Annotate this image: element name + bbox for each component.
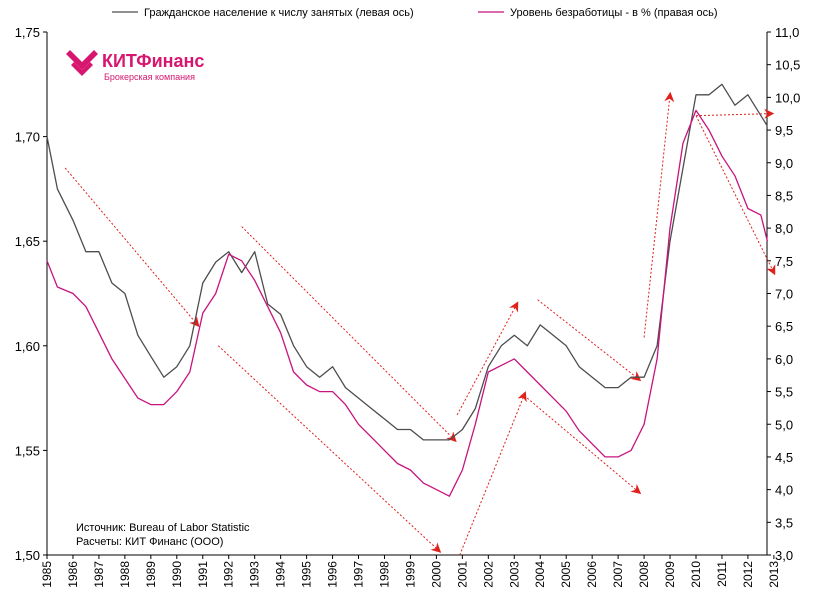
series-line-participation	[46, 83, 768, 441]
x-tick-label: 2001	[455, 561, 469, 588]
trend-arrow	[537, 299, 642, 382]
x-tick-label: 2000	[429, 561, 443, 588]
y-right-tick-label: 7,0	[775, 287, 793, 302]
y-right-ticks: 3,0 3,5 4,0 4,5 5,0 5,5 6,0 6,5 7,0 7,5 8,0 8,5 9,0 9…	[767, 25, 800, 563]
x-tick-label: 1988	[118, 561, 132, 588]
kit-finance-logo: КИТФинанс Брокерская компания	[66, 50, 204, 82]
x-tick-label: 1994	[274, 561, 288, 588]
series-line-unemployment	[46, 109, 769, 497]
x-tick-label: 1999	[403, 561, 417, 588]
legend-label-participation: Гражданское население к числу занятых (л…	[144, 7, 414, 19]
logo-bird-icon	[66, 50, 98, 76]
x-tick-label: 1995	[300, 561, 314, 588]
plot-frame	[46, 32, 768, 556]
x-tick-label: 2007	[611, 561, 625, 588]
y-right-tick-label: 5,5	[775, 385, 793, 400]
x-tick-label: 2008	[637, 561, 651, 588]
source-line-2: Расчеты: КИТ Финанс (ООО)	[76, 536, 223, 548]
x-tick-label: 2005	[559, 561, 573, 588]
y-right-tick-label: 8,0	[775, 221, 793, 236]
y-left-tick-label: 1,50	[15, 548, 40, 563]
x-tick-label: 1990	[170, 561, 184, 588]
trend-arrow	[217, 345, 442, 553]
x-tick-label: 1997	[352, 561, 366, 588]
y-right-tick-label: 6,5	[775, 319, 793, 334]
y-left-tick-label: 1,65	[15, 234, 40, 249]
logo-tagline: Брокерская компания	[104, 72, 195, 82]
x-tick-label: 1991	[196, 561, 210, 588]
series-layer	[46, 83, 769, 497]
x-tick-label: 1996	[326, 561, 340, 588]
y-right-tick-label: 6,0	[775, 352, 793, 367]
trend-arrow	[456, 301, 519, 416]
x-tick-label: 2010	[689, 561, 703, 588]
y-right-tick-label: 3,0	[775, 548, 793, 563]
trend-arrow	[526, 397, 642, 495]
y-right-tick-label: 10,0	[775, 90, 800, 105]
y-left-tick-label: 1,60	[15, 339, 40, 354]
x-tick-label: 2009	[663, 561, 677, 588]
y-left-tick-label: 1,75	[15, 25, 40, 40]
y-right-tick-label: 5,0	[775, 417, 793, 432]
trend-arrow	[64, 167, 200, 328]
y-left-tick-label: 1,55	[15, 443, 40, 458]
y-right-tick-label: 3,5	[775, 515, 793, 530]
x-tick-label: 1985	[40, 561, 54, 588]
x-tick-label: 1986	[66, 561, 80, 588]
x-tick-label: 2003	[507, 561, 521, 588]
y-right-tick-label: 9,5	[775, 123, 793, 138]
legend-label-unemployment: Уровень безработицы - в % (правая ось)	[510, 7, 718, 19]
x-tick-label: 1993	[248, 561, 262, 588]
y-right-tick-label: 4,5	[775, 450, 793, 465]
trend-arrows	[64, 91, 776, 556]
x-tick-label: 2012	[741, 561, 755, 588]
y-right-tick-label: 9,0	[775, 156, 793, 171]
trend-arrow	[695, 115, 776, 276]
trend-arrow	[695, 108, 775, 119]
legend: Гражданское население к числу занятых (л…	[112, 7, 718, 19]
source-line-1: Источник: Bureau of Labor Statistic	[76, 522, 250, 534]
y-left-tick-label: 1,70	[15, 130, 40, 145]
x-tick-label: 1998	[377, 561, 391, 588]
y-left-ticks: 1,50 1,55 1,60 1,65 1,70 1,75	[15, 25, 47, 563]
x-tick-label: 2006	[585, 561, 599, 588]
x-tick-label: 2002	[481, 561, 495, 588]
x-tick-label: 1987	[92, 561, 106, 588]
y-right-tick-label: 10,5	[775, 58, 800, 73]
y-right-tick-label: 7,5	[775, 254, 793, 269]
x-tick-label: 2004	[533, 561, 547, 588]
x-tick-label: 2013	[767, 561, 781, 588]
x-ticks: 1985 1986 1987 1988 1989 1990 1991 1992 1993 1994…	[40, 555, 781, 588]
y-right-tick-label: 4,0	[775, 483, 793, 498]
trend-arrow	[643, 91, 675, 338]
trend-arrow	[459, 391, 527, 556]
y-right-tick-label: 11,0	[775, 25, 799, 40]
x-tick-label: 2011	[715, 561, 729, 587]
source-note: Источник: Bureau of Labor Statistic Расч…	[76, 522, 250, 548]
x-tick-label: 1989	[144, 561, 158, 588]
x-tick-label: 1992	[222, 561, 236, 588]
logo-name: КИТФинанс	[102, 51, 204, 71]
y-right-tick-label: 8,5	[775, 188, 793, 203]
